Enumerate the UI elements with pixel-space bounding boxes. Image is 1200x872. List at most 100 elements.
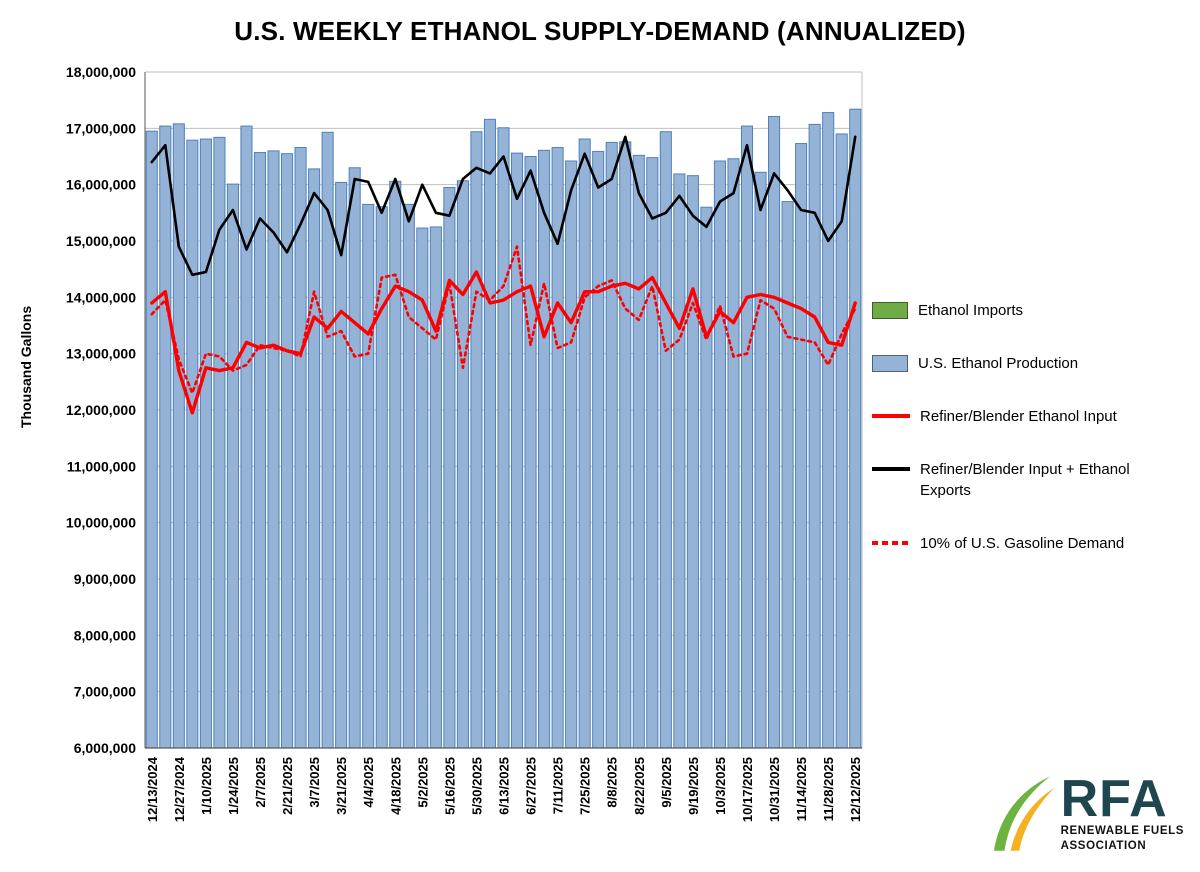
production-bar <box>578 138 591 749</box>
production-bar <box>795 143 808 749</box>
x-tick-label: 5/16/2025 <box>442 757 457 815</box>
x-tick-label: 1/24/2025 <box>226 757 241 815</box>
production-bar <box>619 141 632 749</box>
y-tick-label: 15,000,000 <box>66 233 136 249</box>
x-tick-label: 5/30/2025 <box>469 757 484 815</box>
x-tick-label: 9/5/2025 <box>659 757 674 808</box>
production-bar <box>145 130 158 749</box>
y-tick-label: 6,000,000 <box>74 740 136 756</box>
x-tick-label: 3/21/2025 <box>334 757 349 815</box>
x-tick-label: 11/28/2025 <box>821 757 836 821</box>
x-tick-label: 7/11/2025 <box>551 757 566 814</box>
rfa-logo-tagline-line1: RENEWABLE FUELS <box>1060 825 1184 838</box>
imports-swatch <box>872 302 908 319</box>
production-bar <box>186 139 199 749</box>
chart-title: U.S. WEEKLY ETHANOL SUPPLY-DEMAND (ANNUA… <box>234 16 966 46</box>
production-bar <box>389 180 402 749</box>
production-bar <box>686 175 699 749</box>
y-tick-label: 16,000,000 <box>66 177 136 193</box>
x-tick-label: 9/19/2025 <box>686 757 701 815</box>
production-bar <box>700 206 713 749</box>
x-tick-label: 5/2/2025 <box>415 757 430 808</box>
production-bar <box>253 152 267 749</box>
production-bar <box>348 167 361 749</box>
production-bar <box>592 150 605 749</box>
legend-item-input-plus-exports: Refiner/Blender Input + Ethanol Exports <box>872 459 1190 501</box>
legend-label: Refiner/Blender Ethanol Input <box>920 408 1117 425</box>
y-tick-label: 10,000,000 <box>66 515 136 531</box>
x-tick-label: 12/12/2025 <box>848 757 863 822</box>
x-tick-label: 8/8/2025 <box>605 757 620 808</box>
input-plus-exports-line <box>150 135 857 277</box>
y-tick-label: 7,000,000 <box>74 684 136 700</box>
production-bar <box>781 201 794 749</box>
production-bar <box>429 226 442 749</box>
production-bar <box>565 160 578 749</box>
x-tick-label: 7/25/2025 <box>578 757 593 815</box>
x-tick-label: 10/3/2025 <box>713 757 728 815</box>
legend-item-refiner-blender-input: Refiner/Blender Ethanol Input <box>872 406 1190 427</box>
red-dotted-line-swatch <box>872 541 910 545</box>
refiner-blender-input-line <box>150 270 857 415</box>
y-tick-label: 13,000,000 <box>66 346 136 362</box>
y-tick-label: 14,000,000 <box>66 289 136 305</box>
production-bar <box>402 203 415 749</box>
production-bar <box>375 206 388 749</box>
legend: Ethanol Imports U.S. Ethanol Production … <box>872 300 1190 554</box>
legend-item-gasoline-demand: 10% of U.S. Gasoline Demand <box>872 533 1190 554</box>
legend-item-ethanol-production: U.S. Ethanol Production <box>872 353 1190 374</box>
legend-label: 10% of U.S. Gasoline Demand <box>920 535 1125 552</box>
rfa-leaf-swoosh-icon <box>993 776 1054 851</box>
legend-label: Ethanol Imports <box>918 302 1024 319</box>
production-bar <box>632 154 645 749</box>
production-bar <box>294 146 307 749</box>
y-tick-label: 8,000,000 <box>74 627 136 643</box>
x-tick-label: 2/7/2025 <box>253 757 268 808</box>
production-bar <box>240 125 253 749</box>
red-line-swatch <box>872 414 910 418</box>
x-tick-label: 4/4/2025 <box>361 757 376 808</box>
production-bar <box>727 158 740 749</box>
legend-label: Refiner/Blender Input + Ethanol Exports <box>920 461 1130 499</box>
rfa-logo-tagline-line2: ASSOCIATION <box>1060 839 1147 852</box>
production-bar <box>510 152 524 749</box>
production-bar <box>713 160 726 749</box>
x-tick-label: 8/22/2025 <box>632 757 647 815</box>
production-bar <box>849 108 862 749</box>
production-bar <box>740 125 754 749</box>
production-bar <box>335 181 348 749</box>
production-bar <box>483 118 497 749</box>
rfa-logo-text: RFA <box>1060 769 1168 828</box>
production-bar <box>159 125 172 749</box>
production-bar <box>646 157 659 749</box>
production-bar <box>308 168 321 749</box>
y-tick-label: 11,000,000 <box>67 458 137 474</box>
production-bar <box>754 171 767 749</box>
production-bar <box>822 112 835 749</box>
production-bar <box>362 203 375 749</box>
production-bar <box>524 156 537 749</box>
production-bar <box>226 183 239 749</box>
x-tick-label: 10/31/2025 <box>767 757 782 822</box>
x-tick-label: 6/13/2025 <box>497 757 512 815</box>
y-tick-label: 12,000,000 <box>66 402 136 418</box>
production-bar <box>443 186 456 749</box>
production-bar <box>538 149 551 749</box>
x-tick-label: 12/13/2024 <box>145 756 160 822</box>
x-tick-label: 10/17/2025 <box>740 757 755 822</box>
legend-label: U.S. Ethanol Production <box>918 355 1079 372</box>
y-tick-label: 9,000,000 <box>74 571 136 587</box>
x-tick-label: 6/27/2025 <box>524 757 539 815</box>
production-bar <box>659 131 672 749</box>
x-tick-label: 3/7/2025 <box>307 757 322 808</box>
production-bar <box>605 141 618 749</box>
y-tick-label: 17,000,000 <box>66 120 136 136</box>
production-bar <box>456 180 469 749</box>
production-bar <box>199 138 212 749</box>
production-swatch <box>872 355 908 372</box>
x-tick-label: 1/10/2025 <box>199 757 214 815</box>
production-bar <box>497 127 510 749</box>
production-bar <box>470 131 483 749</box>
